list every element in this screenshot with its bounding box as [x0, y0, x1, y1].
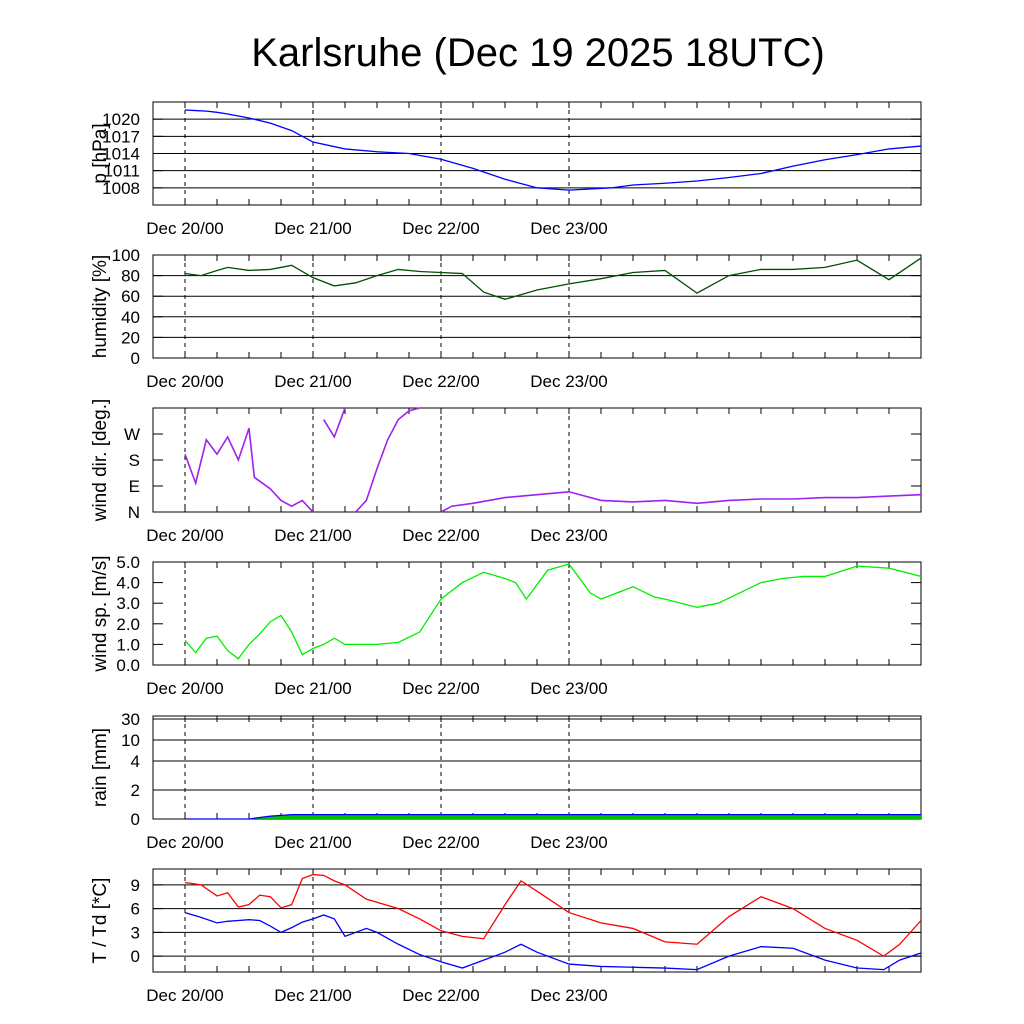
x-tick-label: Dec 22/00 [402, 219, 480, 238]
humidity-series-0 [184, 257, 922, 300]
panel-frame [152, 407, 922, 513]
y-axis-label: wind dir. [deg.] [90, 399, 111, 523]
y-tick-label: W [124, 425, 140, 444]
y-tick-label: 0 [131, 947, 140, 966]
y-tick-label: 100 [112, 246, 140, 265]
panel-frame [152, 561, 922, 666]
y-axis-label: wind sp. [m/s] [90, 555, 111, 672]
x-tick-label: Dec 20/00 [146, 986, 224, 1005]
temperature-series-0 [184, 873, 922, 957]
pressure-series-0 [184, 109, 922, 191]
wind-direction-trace [322, 407, 346, 439]
y-tick-label: 5.0 [116, 553, 140, 572]
temperature-series-1 [184, 911, 922, 971]
y-tick-label: 2.0 [116, 615, 140, 634]
y-tick-label: 30 [121, 710, 140, 729]
wind-direction-trace [440, 490, 922, 513]
y-tick-label: N [128, 503, 140, 522]
y-tick-label: 80 [121, 267, 140, 286]
x-tick-label: Dec 23/00 [530, 679, 608, 698]
x-tick-label: Dec 23/00 [530, 833, 608, 852]
y-tick-label: 1.0 [116, 635, 140, 654]
y-tick-label: 4 [131, 752, 140, 771]
rain-series-0 [185, 814, 921, 820]
y-tick-label: 3 [131, 923, 140, 942]
y-tick-label: 60 [121, 287, 140, 306]
y-tick-label: 1011 [103, 162, 140, 181]
x-tick-label: Dec 22/00 [402, 526, 480, 545]
panel-rain: 0 2 4 10 30 rain [mm] Dec 20/00 Dec 21/00 Dec 22… [90, 710, 922, 852]
wind-direction-trace [184, 427, 314, 513]
panel-frame [152, 715, 922, 820]
y-tick-label: 20 [121, 328, 140, 347]
x-tick-label: Dec 23/00 [530, 219, 608, 238]
y-tick-label: S [129, 451, 140, 470]
panel-temperature: 0 3 6 9 T / Td [*C] Dec 20/00 Dec 21/00 Dec 22/… [90, 868, 922, 1005]
y-axis-label: T / Td [*C] [90, 878, 111, 964]
x-tick-label: Dec 22/00 [402, 986, 480, 1005]
y-tick-label: 4.0 [116, 574, 140, 593]
y-axis-label: humidity [%] [90, 255, 111, 358]
x-tick-label: Dec 20/00 [146, 219, 224, 238]
x-tick-label: Dec 21/00 [274, 833, 352, 852]
x-tick-label: Dec 23/00 [530, 526, 608, 545]
x-tick-label: Dec 21/00 [274, 372, 352, 391]
x-tick-label: Dec 21/00 [274, 526, 352, 545]
x-tick-label: Dec 21/00 [274, 679, 352, 698]
y-axis-label: rain [mm] [90, 728, 111, 807]
x-tick-label: Dec 21/00 [274, 219, 352, 238]
wind-speed-series-0 [184, 563, 922, 660]
y-tick-label: 6 [131, 900, 140, 919]
x-tick-label: Dec 22/00 [402, 833, 480, 852]
x-tick-label: Dec 20/00 [146, 372, 224, 391]
y-tick-label: 0.0 [116, 656, 140, 675]
y-tick-label: 0 [131, 349, 140, 368]
y-axis-label: p [hPa] [90, 123, 111, 183]
x-tick-label: Dec 23/00 [530, 372, 608, 391]
y-tick-label: 1008 [102, 179, 140, 198]
wind-direction-trace [355, 407, 420, 513]
y-tick-label: 2 [131, 781, 140, 800]
y-tick-label: 40 [121, 308, 140, 327]
y-tick-label: 0 [131, 810, 140, 829]
x-tick-label: Dec 20/00 [146, 526, 224, 545]
x-tick-label: Dec 22/00 [402, 679, 480, 698]
y-tick-label: 10 [121, 731, 140, 750]
panel-frame [152, 254, 922, 359]
x-tick-label: Dec 21/00 [274, 986, 352, 1005]
y-tick-label: 1017 [102, 127, 140, 146]
y-tick-label: E [129, 477, 140, 496]
y-tick-label: 1020 [102, 110, 140, 129]
x-tick-label: Dec 23/00 [530, 986, 608, 1005]
y-tick-label: 3.0 [116, 594, 140, 613]
x-tick-label: Dec 22/00 [402, 372, 480, 391]
chart-title: Karlsruhe (Dec 19 2025 18UTC) [251, 31, 825, 75]
y-tick-label: 1014 [102, 145, 140, 164]
rain-area [185, 814, 921, 819]
y-tick-label: 9 [131, 876, 140, 895]
x-tick-label: Dec 20/00 [146, 679, 224, 698]
x-tick-label: Dec 20/00 [146, 833, 224, 852]
panel-wind-speed: 0.0 1.02.0 3.04.0 5.0 wind sp. [m/s] Dec 20/0… [90, 553, 922, 698]
